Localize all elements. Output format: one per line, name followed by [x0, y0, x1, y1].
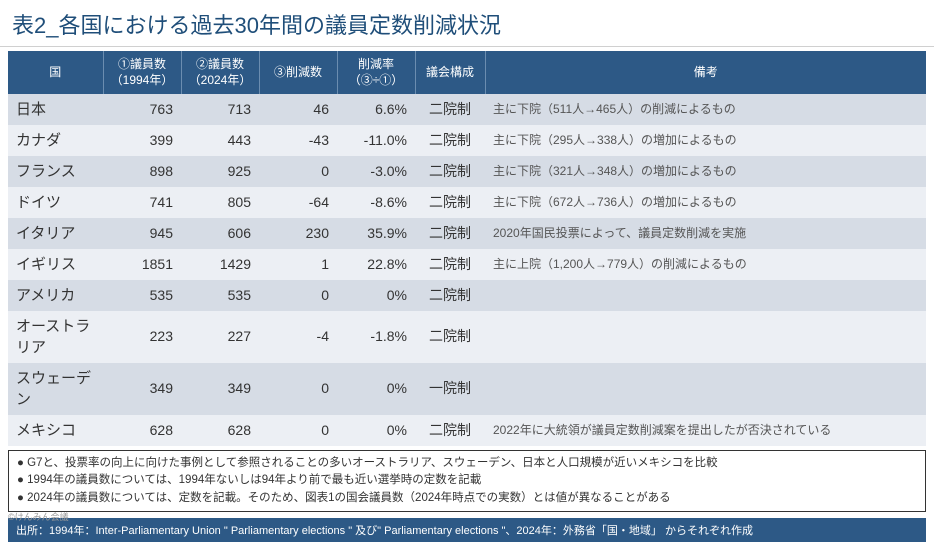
cell-1994: 535	[103, 280, 181, 311]
cell-1994: 741	[103, 187, 181, 218]
note-line: ● G7と、投票率の向上に向けた事例として参照されることの多いオーストラリア、ス…	[17, 455, 917, 472]
cell-1994: 763	[103, 94, 181, 125]
cell-country: イタリア	[8, 218, 103, 249]
cell-note: 主に下院（511人→465人）の削減によるもの	[485, 94, 926, 125]
cell-country: カナダ	[8, 125, 103, 156]
cell-1994: 898	[103, 156, 181, 187]
data-table: 国 ①議員数（1994年） ②議員数（2024年） ③削減数 削減率（③÷①） …	[8, 51, 926, 446]
cell-note: 2022年に大統領が議員定数削減案を提出したが否決されている	[485, 415, 926, 446]
cell-rate: -11.0%	[337, 125, 415, 156]
cell-2024: 805	[181, 187, 259, 218]
cell-reduction: 46	[259, 94, 337, 125]
cell-rate: 0%	[337, 363, 415, 415]
cell-2024: 713	[181, 94, 259, 125]
table-row: アメリカ53553500%二院制	[8, 280, 926, 311]
table-row: オーストラリア223227-4-1.8%二院制	[8, 311, 926, 363]
cell-1994: 628	[103, 415, 181, 446]
cell-country: 日本	[8, 94, 103, 125]
cell-note	[485, 280, 926, 311]
cell-system: 二院制	[415, 249, 485, 280]
cell-reduction: 0	[259, 156, 337, 187]
cell-system: 二院制	[415, 125, 485, 156]
cell-reduction: 230	[259, 218, 337, 249]
cell-country: ドイツ	[8, 187, 103, 218]
cell-1994: 945	[103, 218, 181, 249]
cell-system: 二院制	[415, 94, 485, 125]
cell-note	[485, 311, 926, 363]
notes-box: ● G7と、投票率の向上に向けた事例として参照されることの多いオーストラリア、ス…	[8, 450, 926, 512]
cell-note: 主に下院（321人→348人）の増加によるもの	[485, 156, 926, 187]
header-row: 国 ①議員数（1994年） ②議員数（2024年） ③削減数 削減率（③÷①） …	[8, 51, 926, 94]
cell-country: スウェーデン	[8, 363, 103, 415]
cell-country: アメリカ	[8, 280, 103, 311]
cell-rate: 22.8%	[337, 249, 415, 280]
table-row: フランス8989250-3.0%二院制主に下院（321人→348人）の増加による…	[8, 156, 926, 187]
table-row: イギリス18511429122.8%二院制主に上院（1,200人→779人）の削…	[8, 249, 926, 280]
th-reduction: ③削減数	[259, 51, 337, 94]
cell-2024: 443	[181, 125, 259, 156]
cell-system: 二院制	[415, 415, 485, 446]
table-row: カナダ399443-43-11.0%二院制主に下院（295人→338人）の増加に…	[8, 125, 926, 156]
cell-1994: 1851	[103, 249, 181, 280]
cell-note: 主に下院（295人→338人）の増加によるもの	[485, 125, 926, 156]
cell-country: フランス	[8, 156, 103, 187]
cell-country: イギリス	[8, 249, 103, 280]
cell-note: 主に上院（1,200人→779人）の削減によるもの	[485, 249, 926, 280]
cell-reduction: 1	[259, 249, 337, 280]
cell-1994: 349	[103, 363, 181, 415]
cell-reduction: 0	[259, 415, 337, 446]
cell-2024: 606	[181, 218, 259, 249]
cell-system: 二院制	[415, 280, 485, 311]
cell-1994: 399	[103, 125, 181, 156]
th-rate: 削減率（③÷①）	[337, 51, 415, 94]
cell-reduction: -43	[259, 125, 337, 156]
table-row: 日本763713466.6%二院制主に下院（511人→465人）の削減によるもの	[8, 94, 926, 125]
note-line: ● 2024年の議員数については、定数を記載。そのため、図表1の国会議員数（20…	[17, 490, 917, 507]
cell-note	[485, 363, 926, 415]
cell-1994: 223	[103, 311, 181, 363]
cell-2024: 349	[181, 363, 259, 415]
cell-rate: 0%	[337, 280, 415, 311]
cell-system: 二院制	[415, 156, 485, 187]
cell-system: 二院制	[415, 187, 485, 218]
th-2024: ②議員数（2024年）	[181, 51, 259, 94]
cell-system: 一院制	[415, 363, 485, 415]
table-row: メキシコ62862800%二院制2022年に大統領が議員定数削減案を提出したが否…	[8, 415, 926, 446]
cell-rate: -3.0%	[337, 156, 415, 187]
cell-system: 二院制	[415, 311, 485, 363]
th-system: 議会構成	[415, 51, 485, 94]
cell-2024: 1429	[181, 249, 259, 280]
table-row: スウェーデン34934900%一院制	[8, 363, 926, 415]
cell-rate: 0%	[337, 415, 415, 446]
cell-rate: 6.6%	[337, 94, 415, 125]
cell-2024: 925	[181, 156, 259, 187]
cell-note: 主に下院（672人→736人）の増加によるもの	[485, 187, 926, 218]
cell-reduction: 0	[259, 363, 337, 415]
note-line: ● 1994年の議員数については、1994年ないしは94年より前で最も近い選挙時…	[17, 472, 917, 489]
cell-system: 二院制	[415, 218, 485, 249]
cell-2024: 535	[181, 280, 259, 311]
cell-country: メキシコ	[8, 415, 103, 446]
cell-reduction: -64	[259, 187, 337, 218]
cell-note: 2020年国民投票によって、議員定数削減を実施	[485, 218, 926, 249]
cell-reduction: 0	[259, 280, 337, 311]
table-row: ドイツ741805-64-8.6%二院制主に下院（672人→736人）の増加によ…	[8, 187, 926, 218]
th-note: 備考	[485, 51, 926, 94]
cell-rate: 35.9%	[337, 218, 415, 249]
cell-reduction: -4	[259, 311, 337, 363]
cell-rate: -1.8%	[337, 311, 415, 363]
cell-rate: -8.6%	[337, 187, 415, 218]
cell-country: オーストラリア	[8, 311, 103, 363]
cell-2024: 227	[181, 311, 259, 363]
cell-2024: 628	[181, 415, 259, 446]
th-country: 国	[8, 51, 103, 94]
th-1994: ①議員数（1994年）	[103, 51, 181, 94]
table-title: 表2_各国における過去30年間の議員定数削減状況	[0, 0, 934, 47]
source-bar: 出所：1994年：Inter-Parliamentary Union " Par…	[8, 518, 926, 542]
table-row: イタリア94560623035.9%二院制2020年国民投票によって、議員定数削…	[8, 218, 926, 249]
copyright: ©けんみん会議	[8, 510, 69, 523]
table-body: 日本763713466.6%二院制主に下院（511人→465人）の削減によるもの…	[8, 94, 926, 446]
